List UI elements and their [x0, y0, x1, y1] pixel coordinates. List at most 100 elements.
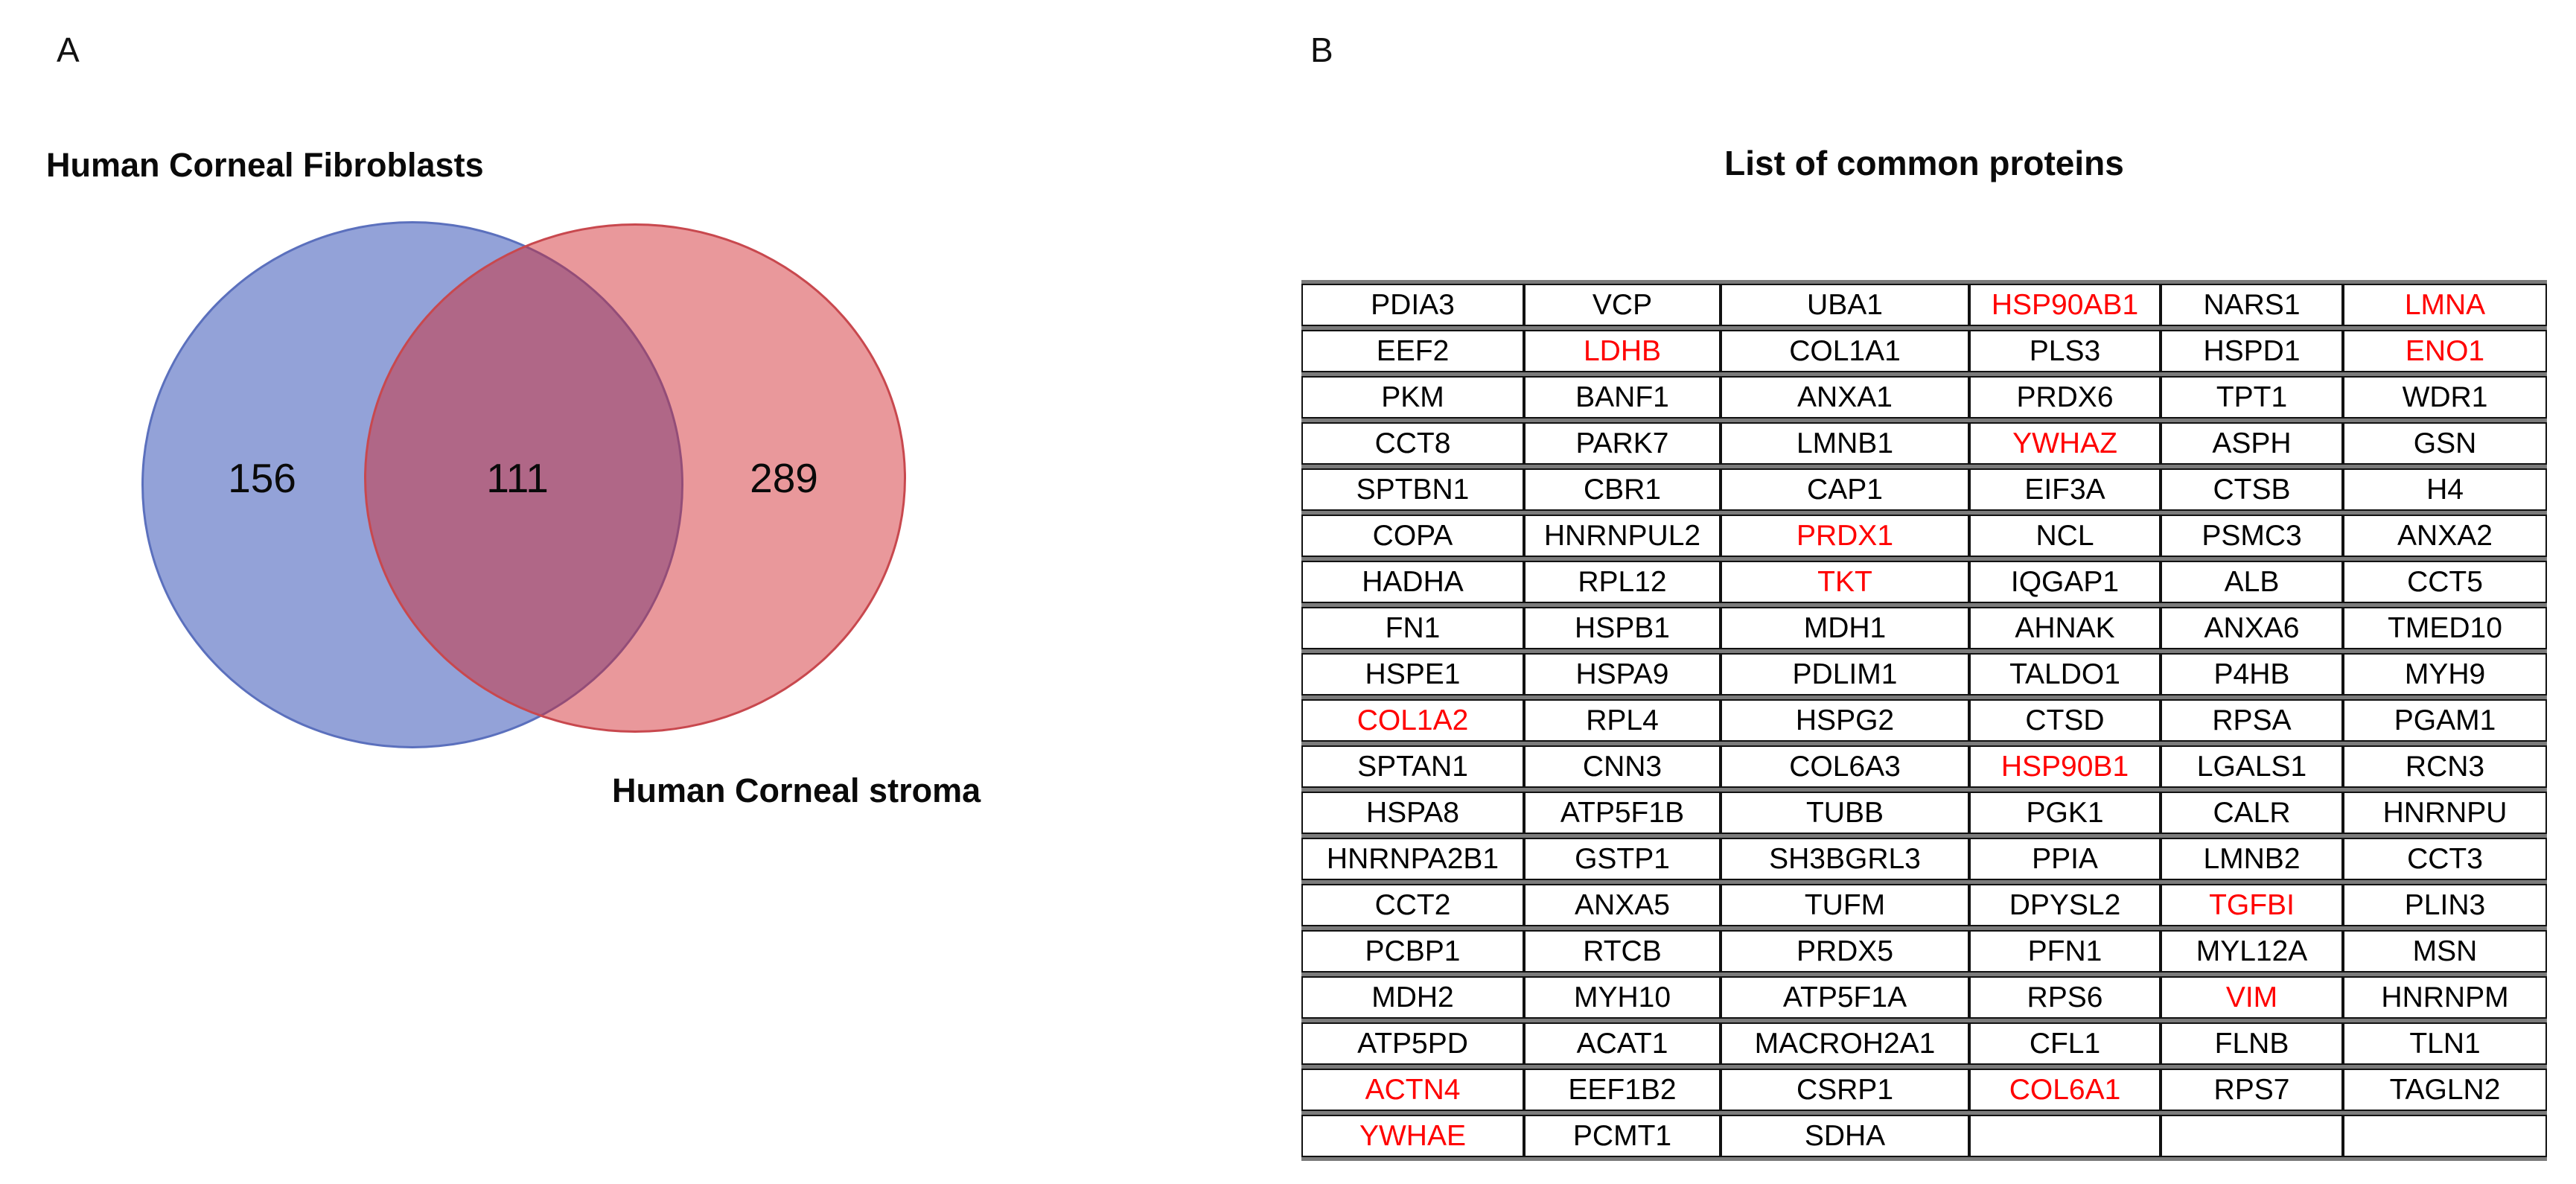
protein-cell: HSPG2 [1721, 699, 1969, 742]
protein-cell: PRDX5 [1721, 930, 1969, 973]
protein-cell: RPS7 [2161, 1069, 2343, 1111]
protein-cell: MSN [2343, 930, 2547, 973]
protein-cell: VIM [2161, 976, 2343, 1019]
protein-cell: HNRNPUL2 [1524, 515, 1721, 557]
table-row: HNRNPA2B1 GSTP1 SH3BGRL3 PPIA LMNB2 CCT3 [1301, 838, 2547, 880]
protein-cell: ACTN4 [1301, 1069, 1524, 1111]
protein-cell: RCN3 [2343, 745, 2547, 788]
protein-cell: FLNB [2161, 1022, 2343, 1065]
protein-cell: CBR1 [1524, 468, 1721, 511]
protein-cell: MYL12A [2161, 930, 2343, 973]
protein-cell: PCBP1 [1301, 930, 1524, 973]
table-row: HSPE1 HSPA9 PDLIM1 TALDO1 P4HB MYH9 [1301, 653, 2547, 696]
protein-cell: HNRNPA2B1 [1301, 838, 1524, 880]
protein-cell: YWHAZ [1969, 422, 2161, 465]
venn-left-count: 156 [228, 455, 296, 501]
protein-cell: ATP5F1B [1524, 792, 1721, 834]
protein-cell: CCT2 [1301, 884, 1524, 926]
protein-cell: TAGLN2 [2343, 1069, 2547, 1111]
table-row: FN1 HSPB1 MDH1 AHNAK ANXA6 TMED10 [1301, 607, 2547, 649]
protein-cell: GSN [2343, 422, 2547, 465]
venn-right-circle [364, 223, 906, 733]
protein-cell: MYH9 [2343, 653, 2547, 696]
protein-cell: LDHB [1524, 330, 1721, 372]
protein-cell: LMNB1 [1721, 422, 1969, 465]
protein-cell: ACAT1 [1524, 1022, 1721, 1065]
protein-cell: SDHA [1721, 1115, 1969, 1157]
protein-cell: SH3BGRL3 [1721, 838, 1969, 880]
protein-cell: TMED10 [2343, 607, 2547, 649]
table-row: COPA HNRNPUL2 PRDX1 NCL PSMC3 ANXA2 [1301, 515, 2547, 557]
table-row: PKM BANF1 ANXA1 PRDX6 TPT1 WDR1 [1301, 376, 2547, 418]
protein-cell: ANXA6 [2161, 607, 2343, 649]
protein-cell: COL1A1 [1721, 330, 1969, 372]
protein-cell: ALB [2161, 561, 2343, 603]
protein-cell: ANXA5 [1524, 884, 1721, 926]
protein-cell: TUFM [1721, 884, 1969, 926]
protein-cell: CCT8 [1301, 422, 1524, 465]
table-row: YWHAE PCMT1 SDHA [1301, 1115, 2547, 1157]
table-row: ACTN4 EEF1B2 CSRP1 COL6A1 RPS7 TAGLN2 [1301, 1069, 2547, 1111]
protein-cell: CTSB [2161, 468, 2343, 511]
protein-cell: COL6A3 [1721, 745, 1969, 788]
protein-cell: HSPE1 [1301, 653, 1524, 696]
protein-cell: PRDX1 [1721, 515, 1969, 557]
venn-right-count: 289 [750, 455, 818, 501]
venn-overlap-count: 111 [486, 455, 549, 501]
table-row: HADHA RPL12 TKT IQGAP1 ALB CCT5 [1301, 561, 2547, 603]
protein-cell: ENO1 [2343, 330, 2547, 372]
protein-cell: RPSA [2161, 699, 2343, 742]
protein-cell: HNRNPU [2343, 792, 2547, 834]
protein-cell: RTCB [1524, 930, 1721, 973]
protein-cell: ASPH [2161, 422, 2343, 465]
protein-cell: CSRP1 [1721, 1069, 1969, 1111]
protein-cell: YWHAE [1301, 1115, 1524, 1157]
table-row: ATP5PD ACAT1 MACROH2A1 CFL1 FLNB TLN1 [1301, 1022, 2547, 1065]
table-row: PCBP1 RTCB PRDX5 PFN1 MYL12A MSN [1301, 930, 2547, 973]
protein-cell: CALR [2161, 792, 2343, 834]
protein-cell: WDR1 [2343, 376, 2547, 418]
protein-cell: HADHA [1301, 561, 1524, 603]
venn-right-set-title: Human Corneal stroma [612, 771, 981, 809]
protein-cell: TLN1 [2343, 1022, 2547, 1065]
protein-cell: HSPB1 [1524, 607, 1721, 649]
protein-cell: CCT3 [2343, 838, 2547, 880]
protein-cell [2161, 1115, 2343, 1157]
protein-cell: CFL1 [1969, 1022, 2161, 1065]
protein-cell: PGK1 [1969, 792, 2161, 834]
protein-cell: HSPA8 [1301, 792, 1524, 834]
protein-cell: EEF2 [1301, 330, 1524, 372]
protein-cell: COPA [1301, 515, 1524, 557]
protein-cell: PDLIM1 [1721, 653, 1969, 696]
protein-cell: ATP5F1A [1721, 976, 1969, 1019]
protein-cell: CCT5 [2343, 561, 2547, 603]
protein-cell: HSPD1 [2161, 330, 2343, 372]
table-row: SPTBN1 CBR1 CAP1 EIF3A CTSB H4 [1301, 468, 2547, 511]
table-row: SPTAN1 CNN3 COL6A3 HSP90B1 LGALS1 RCN3 [1301, 745, 2547, 788]
protein-cell: HSP90AB1 [1969, 284, 2161, 326]
table-row: PDIA3 VCP UBA1 HSP90AB1 NARS1 LMNA [1301, 284, 2547, 326]
protein-cell: FN1 [1301, 607, 1524, 649]
protein-cell: PCMT1 [1524, 1115, 1721, 1157]
protein-cell: DPYSL2 [1969, 884, 2161, 926]
venn-left-set-title: Human Corneal Fibroblasts [46, 146, 484, 184]
protein-cell: HSP90B1 [1969, 745, 2161, 788]
protein-cell: RPS6 [1969, 976, 2161, 1019]
protein-cell: HNRNPM [2343, 976, 2547, 1019]
protein-cell: TGFBI [2161, 884, 2343, 926]
protein-cell: MDH2 [1301, 976, 1524, 1019]
protein-cell: RPL12 [1524, 561, 1721, 603]
protein-cell [2343, 1115, 2547, 1157]
panel-b-label: B [1310, 31, 1333, 69]
protein-cell: PKM [1301, 376, 1524, 418]
protein-table-title: List of common proteins [1724, 144, 2124, 182]
protein-cell: CTSD [1969, 699, 2161, 742]
protein-cell: PPIA [1969, 838, 2161, 880]
protein-cell: TPT1 [2161, 376, 2343, 418]
protein-cell: BANF1 [1524, 376, 1721, 418]
protein-cell: SPTAN1 [1301, 745, 1524, 788]
protein-cell: PLS3 [1969, 330, 2161, 372]
protein-cell: PFN1 [1969, 930, 2161, 973]
protein-cell: EIF3A [1969, 468, 2161, 511]
protein-cell: PARK7 [1524, 422, 1721, 465]
